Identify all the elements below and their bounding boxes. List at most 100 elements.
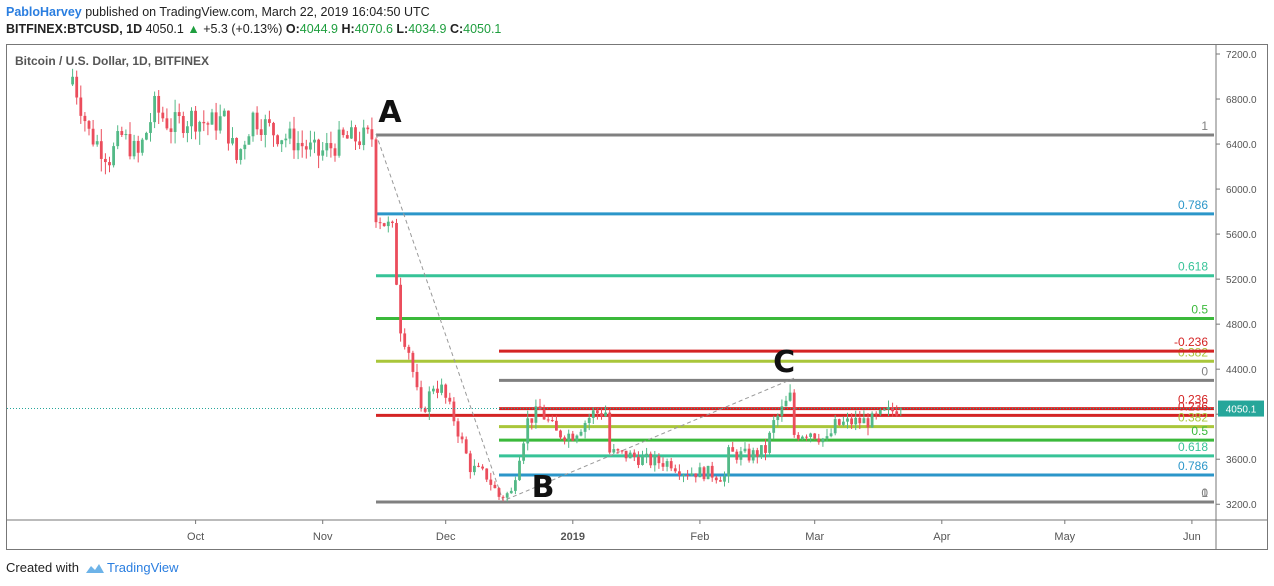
candle-body — [173, 112, 177, 132]
candle-body — [518, 460, 521, 481]
tradingview-brand: TradingView — [106, 560, 179, 575]
fib-extension-level-label: 0 — [1201, 364, 1208, 378]
candle-body — [284, 138, 288, 141]
candle-body — [153, 95, 156, 123]
candle-body — [817, 438, 821, 443]
candle-body — [177, 112, 181, 117]
chart-title: Bitcoin / U.S. Dollar, 1D, BITFINEX — [15, 54, 209, 68]
candle-body — [149, 122, 152, 133]
candle-body — [714, 477, 718, 481]
candle-body — [608, 412, 612, 453]
candle-body — [583, 422, 587, 432]
candle-body — [661, 463, 665, 467]
candle-body — [751, 450, 755, 461]
candle-body — [300, 142, 304, 147]
candle-body — [481, 466, 484, 469]
candle-body — [792, 392, 796, 435]
candle-body — [719, 480, 722, 482]
candle-body — [612, 449, 616, 453]
candle-body — [575, 435, 579, 441]
candle-body — [83, 115, 87, 122]
y-tick-label: 5600.0 — [1226, 230, 1257, 241]
candle-body — [280, 140, 284, 145]
last-price-label: 4050.1 — [1226, 405, 1257, 416]
candle-body — [563, 437, 566, 441]
author-link[interactable]: PabloHarvey — [6, 5, 82, 19]
candle-body — [386, 221, 390, 227]
x-tick-label: 2019 — [561, 531, 585, 543]
x-tick-label: May — [1054, 531, 1075, 543]
candle-body — [136, 140, 140, 153]
candle-body — [829, 433, 833, 437]
candle-body — [345, 135, 349, 139]
candle-body — [247, 136, 251, 145]
candle-body — [473, 465, 476, 473]
candle-body — [198, 121, 202, 132]
point-label-a: A — [378, 95, 402, 130]
candle-body — [71, 76, 74, 85]
candle-body — [530, 418, 534, 423]
candle-body — [288, 128, 292, 139]
candle-body — [214, 112, 218, 131]
x-tick-label: Mar — [805, 531, 824, 543]
candle-body — [509, 490, 513, 494]
candle-body — [727, 447, 730, 477]
candle-body — [169, 128, 173, 132]
candle-body — [415, 371, 419, 388]
up-arrow-icon: ▲ — [187, 22, 200, 36]
candle-body — [321, 150, 325, 156]
candle-body — [883, 409, 886, 411]
candle-body — [477, 465, 480, 467]
candle-body — [698, 467, 702, 478]
candle-body — [887, 407, 890, 410]
candle-body — [116, 131, 120, 147]
point-label-b: B — [532, 470, 555, 505]
candle-body — [333, 148, 337, 156]
candle-body — [427, 391, 431, 412]
candle-body — [452, 401, 456, 422]
y-tick-label: 7200.0 — [1226, 50, 1257, 61]
candle-body — [268, 119, 271, 123]
candle-body — [210, 112, 214, 125]
candle-body — [190, 110, 193, 127]
tradingview-cloud-icon — [85, 563, 104, 573]
candle-body — [272, 122, 275, 136]
candle-body — [862, 418, 866, 424]
candle-body — [706, 465, 710, 480]
candle-body — [231, 137, 234, 144]
candle-body — [132, 140, 136, 157]
low-label: L: — [396, 22, 409, 36]
high-label: H: — [341, 22, 355, 36]
candle-body — [690, 473, 694, 476]
candle-body — [538, 406, 542, 410]
candle-body — [571, 433, 575, 441]
last-price-badge — [1218, 400, 1264, 417]
tradingview-link[interactable]: TradingView — [83, 560, 179, 575]
candle-body — [325, 143, 329, 151]
candle-body — [124, 134, 128, 136]
fib-extension-level-label: 0.618 — [1178, 440, 1208, 454]
candle-body — [87, 121, 91, 129]
x-tick-label: Oct — [187, 531, 204, 543]
candle-body — [825, 436, 829, 439]
open-value: 4044.9 — [299, 22, 339, 36]
candle-body — [440, 384, 443, 393]
candle-body — [112, 146, 115, 166]
candle-body — [788, 392, 792, 401]
candle-body — [489, 479, 493, 485]
x-tick-label: Apr — [933, 531, 950, 543]
candle-body — [559, 430, 562, 438]
candle-body — [747, 448, 751, 461]
candle-body — [350, 127, 353, 139]
fib-extension-level-label: 0.5 — [1191, 424, 1208, 438]
candle-body — [682, 475, 685, 477]
open-label: O: — [285, 22, 300, 36]
symbol-info: BITFINEX:BTCUSD, 1D 4050.1 ▲ +5.3 (+0.13… — [6, 22, 501, 36]
candle-body — [600, 413, 603, 417]
candle-body — [485, 468, 489, 480]
candle-body — [534, 406, 538, 423]
candle-body — [649, 453, 653, 466]
published-text: published on TradingView.com, March 22, … — [85, 5, 430, 19]
y-tick-label: 4400.0 — [1226, 365, 1257, 376]
